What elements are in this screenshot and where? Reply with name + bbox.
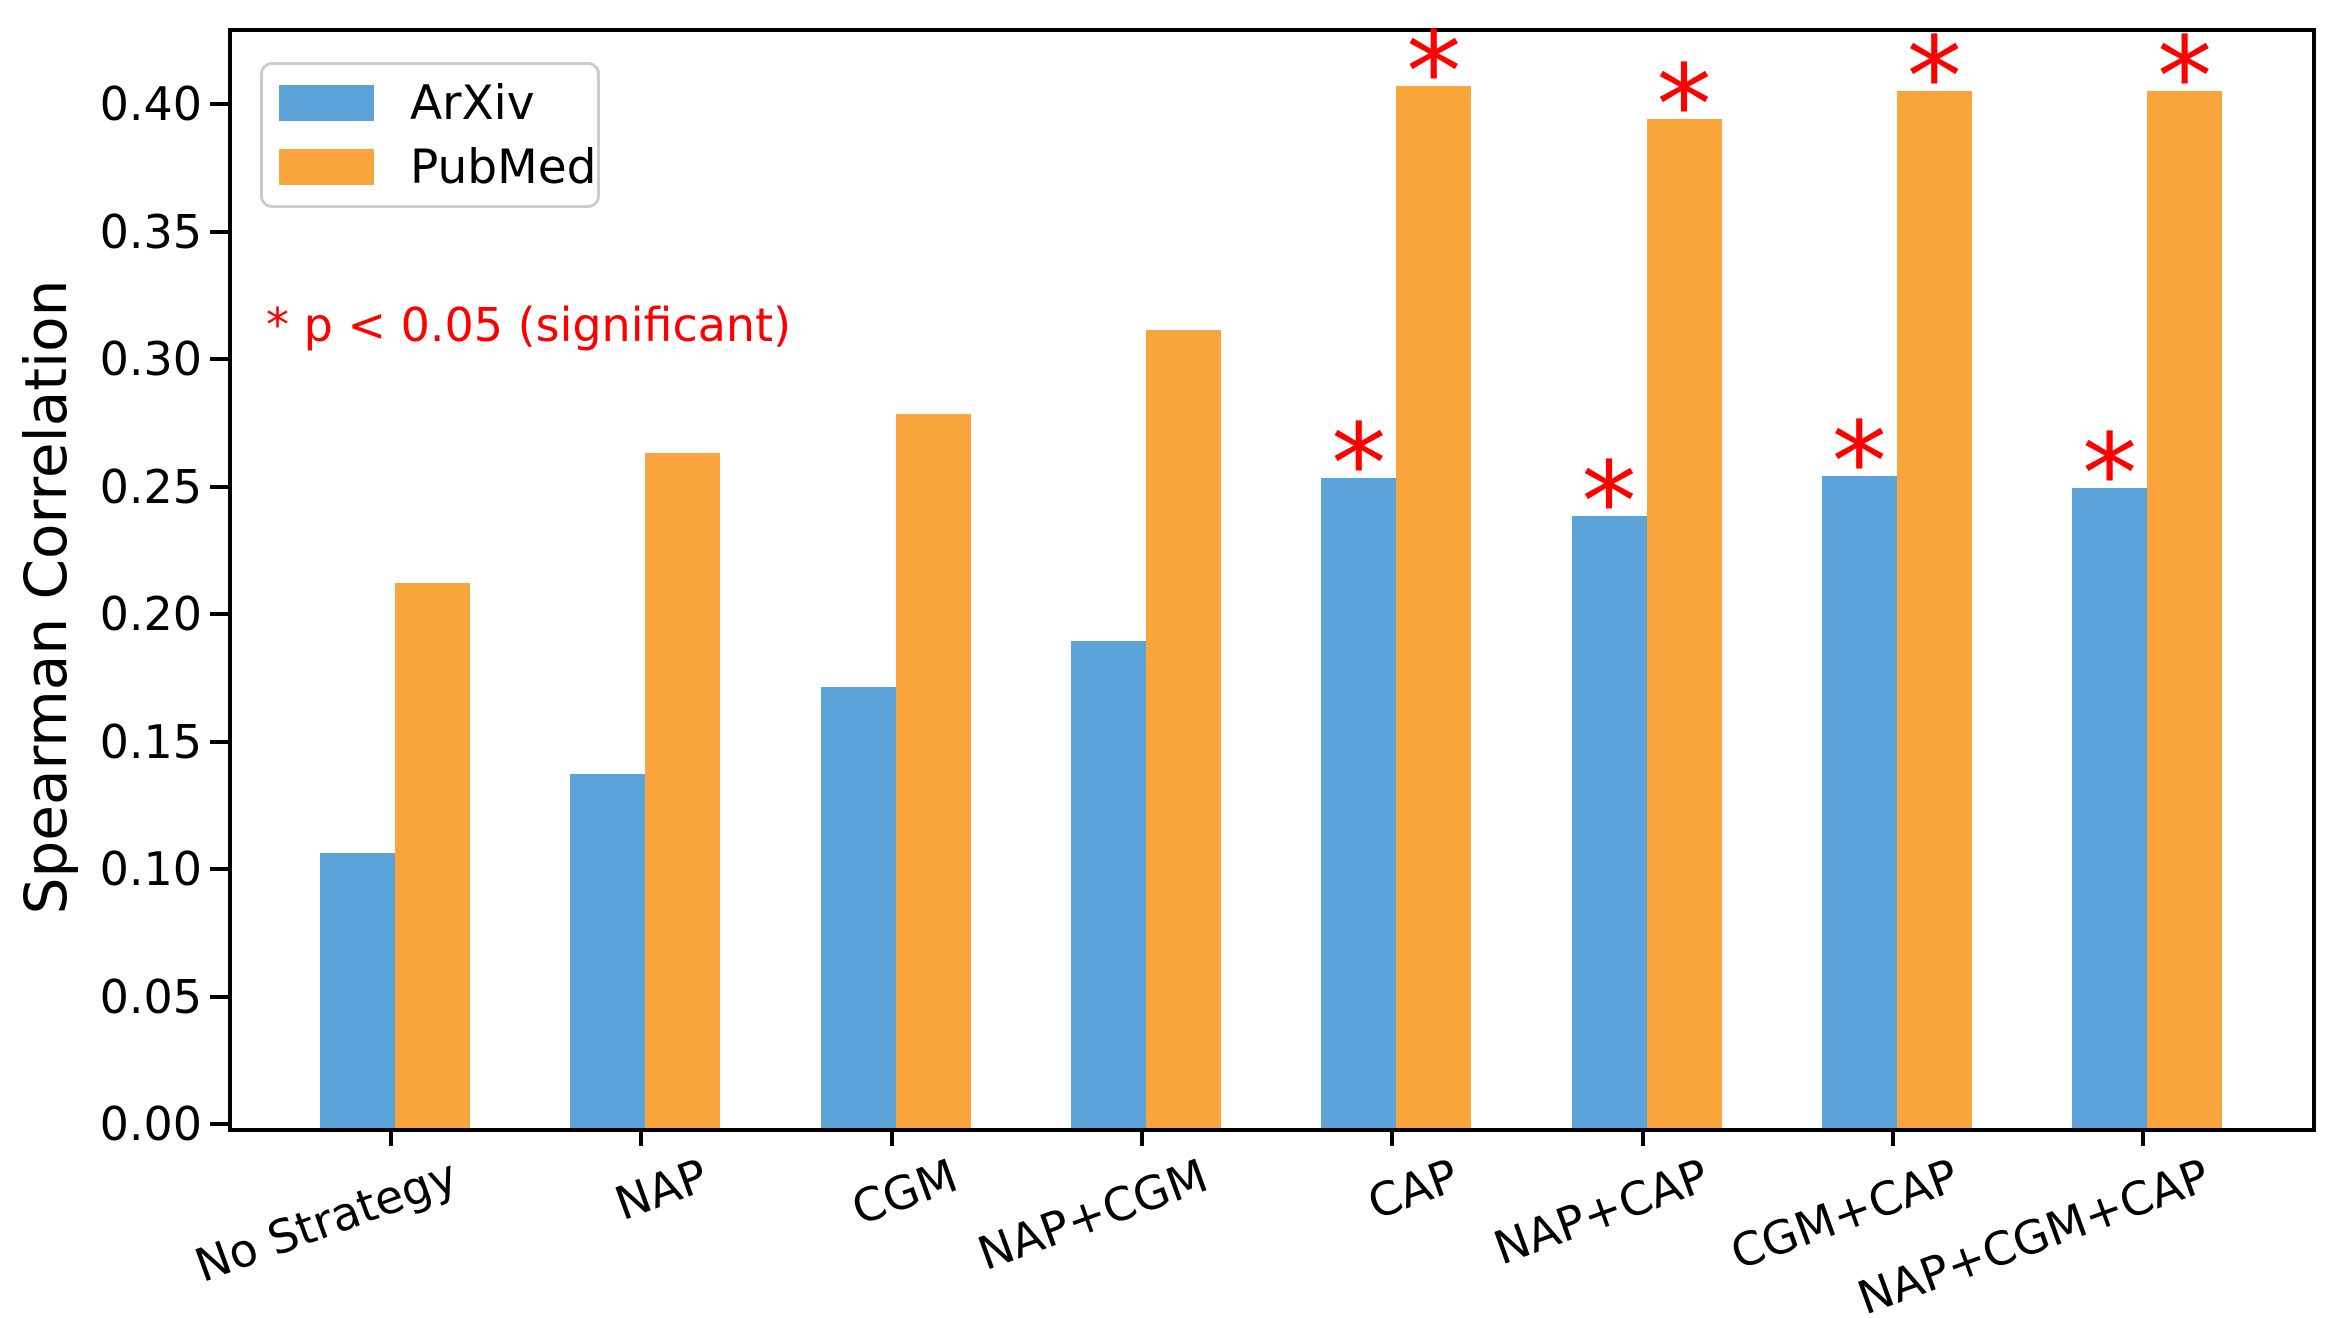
x-tick-mark-nap-cap: [1640, 1128, 1645, 1146]
bar-pubmed-cgm: [895, 414, 971, 1128]
significance-star-pubmed-cgm-cap: *: [1906, 12, 1962, 141]
y-tick-label-0.15: 0.15: [99, 714, 202, 769]
x-tick-mark-cgm-cap: [1890, 1128, 1895, 1146]
legend: ArXiv PubMed: [260, 62, 600, 208]
y-tick-label-0.00: 0.00: [99, 1097, 202, 1151]
significance-star-arxiv-nap-cap: *: [1581, 438, 1637, 567]
y-tick-mark-0.00: [210, 1122, 228, 1126]
y-tick-mark-0.40: [210, 102, 228, 107]
y-tick-mark-0.10: [210, 867, 228, 872]
x-tick-mark-cap: [1390, 1128, 1395, 1146]
bar-arxiv-cgm: [820, 687, 896, 1128]
bar-pubmed-nap-cgm: [1145, 330, 1221, 1128]
y-tick-mark-0.35: [210, 229, 228, 234]
x-tick-label-nap: NAP: [607, 1148, 715, 1231]
bar-pubmed-no-strategy: [395, 582, 470, 1128]
x-tick-label-cgm: CGM: [844, 1148, 965, 1236]
significance-star-arxiv-cgm-cap: *: [1831, 397, 1887, 526]
bar-pubmed-cap: [1396, 85, 1472, 1128]
bar-arxiv-cgm-cap: [1821, 475, 1897, 1128]
significance-star-pubmed-nap-cap: *: [1656, 40, 1712, 169]
y-tick-label-0.35: 0.35: [99, 204, 202, 259]
legend-label-pubmed: PubMed: [410, 139, 597, 195]
x-tick-label-no-strategy: No Strategy: [187, 1148, 464, 1293]
bar-pubmed-cgm-cap: [1896, 90, 1972, 1128]
significance-note: * p < 0.05 (significant): [266, 298, 792, 352]
plot-area: * * * * * * * * ArXiv PubMed * p < 0.05 (signif…: [228, 17, 2316, 1132]
bar-arxiv-cap: [1321, 478, 1397, 1128]
x-tick-mark-no-strategy: [389, 1128, 393, 1146]
legend-label-arxiv: ArXiv: [410, 75, 535, 131]
significance-star-arxiv-cap: *: [1331, 400, 1387, 529]
y-tick-label-0.10: 0.10: [99, 842, 202, 897]
y-tick-label-0.20: 0.20: [99, 587, 202, 642]
y-tick-label-0.30: 0.30: [99, 332, 202, 387]
bar-pubmed-nap-cap: [1646, 118, 1722, 1128]
x-tick-mark-nap: [639, 1128, 644, 1146]
x-tick-label-cap: CAP: [1360, 1148, 1465, 1231]
bar-pubmed-nap-cgm-cap: [2147, 90, 2223, 1128]
pubmed-color-swatch-icon: [279, 149, 374, 185]
x-tick-mark-nap-cgm: [1139, 1128, 1144, 1146]
x-tick-mark-cgm: [889, 1128, 894, 1146]
bar-arxiv-nap-cap: [1571, 516, 1647, 1128]
significance-star-pubmed-cap: *: [1406, 7, 1462, 136]
y-tick-label-0.25: 0.25: [99, 459, 202, 514]
bar-arxiv-nap-cgm: [1070, 641, 1146, 1128]
y-tick-mark-0.30: [210, 357, 228, 362]
x-tick-label-nap-cap: NAP+CAP: [1486, 1148, 1716, 1276]
y-tick-label-0.40: 0.40: [99, 77, 202, 132]
y-tick-mark-0.25: [210, 484, 228, 489]
bar-arxiv-nap-cgm-cap: [2072, 488, 2148, 1128]
arxiv-color-swatch-icon: [279, 85, 374, 121]
bar-pubmed-nap: [645, 452, 721, 1128]
legend-entry-pubmed: PubMed: [279, 144, 597, 191]
y-tick-mark-0.15: [210, 739, 228, 744]
bar-arxiv-nap: [570, 773, 646, 1128]
significance-star-arxiv-nap-cgm-cap: *: [2082, 410, 2138, 539]
y-tick-mark-0.05: [210, 994, 228, 999]
bar-arxiv-no-strategy: [320, 852, 395, 1128]
x-tick-mark-nap-cgm-cap: [2141, 1128, 2146, 1146]
significance-star-pubmed-nap-cgm-cap: *: [2157, 12, 2213, 141]
legend-entry-arxiv: ArXiv: [279, 80, 597, 127]
y-tick-label-0.05: 0.05: [99, 969, 202, 1024]
y-tick-mark-0.20: [210, 612, 228, 617]
x-tick-label-nap-cgm: NAP+CGM: [971, 1148, 1215, 1281]
